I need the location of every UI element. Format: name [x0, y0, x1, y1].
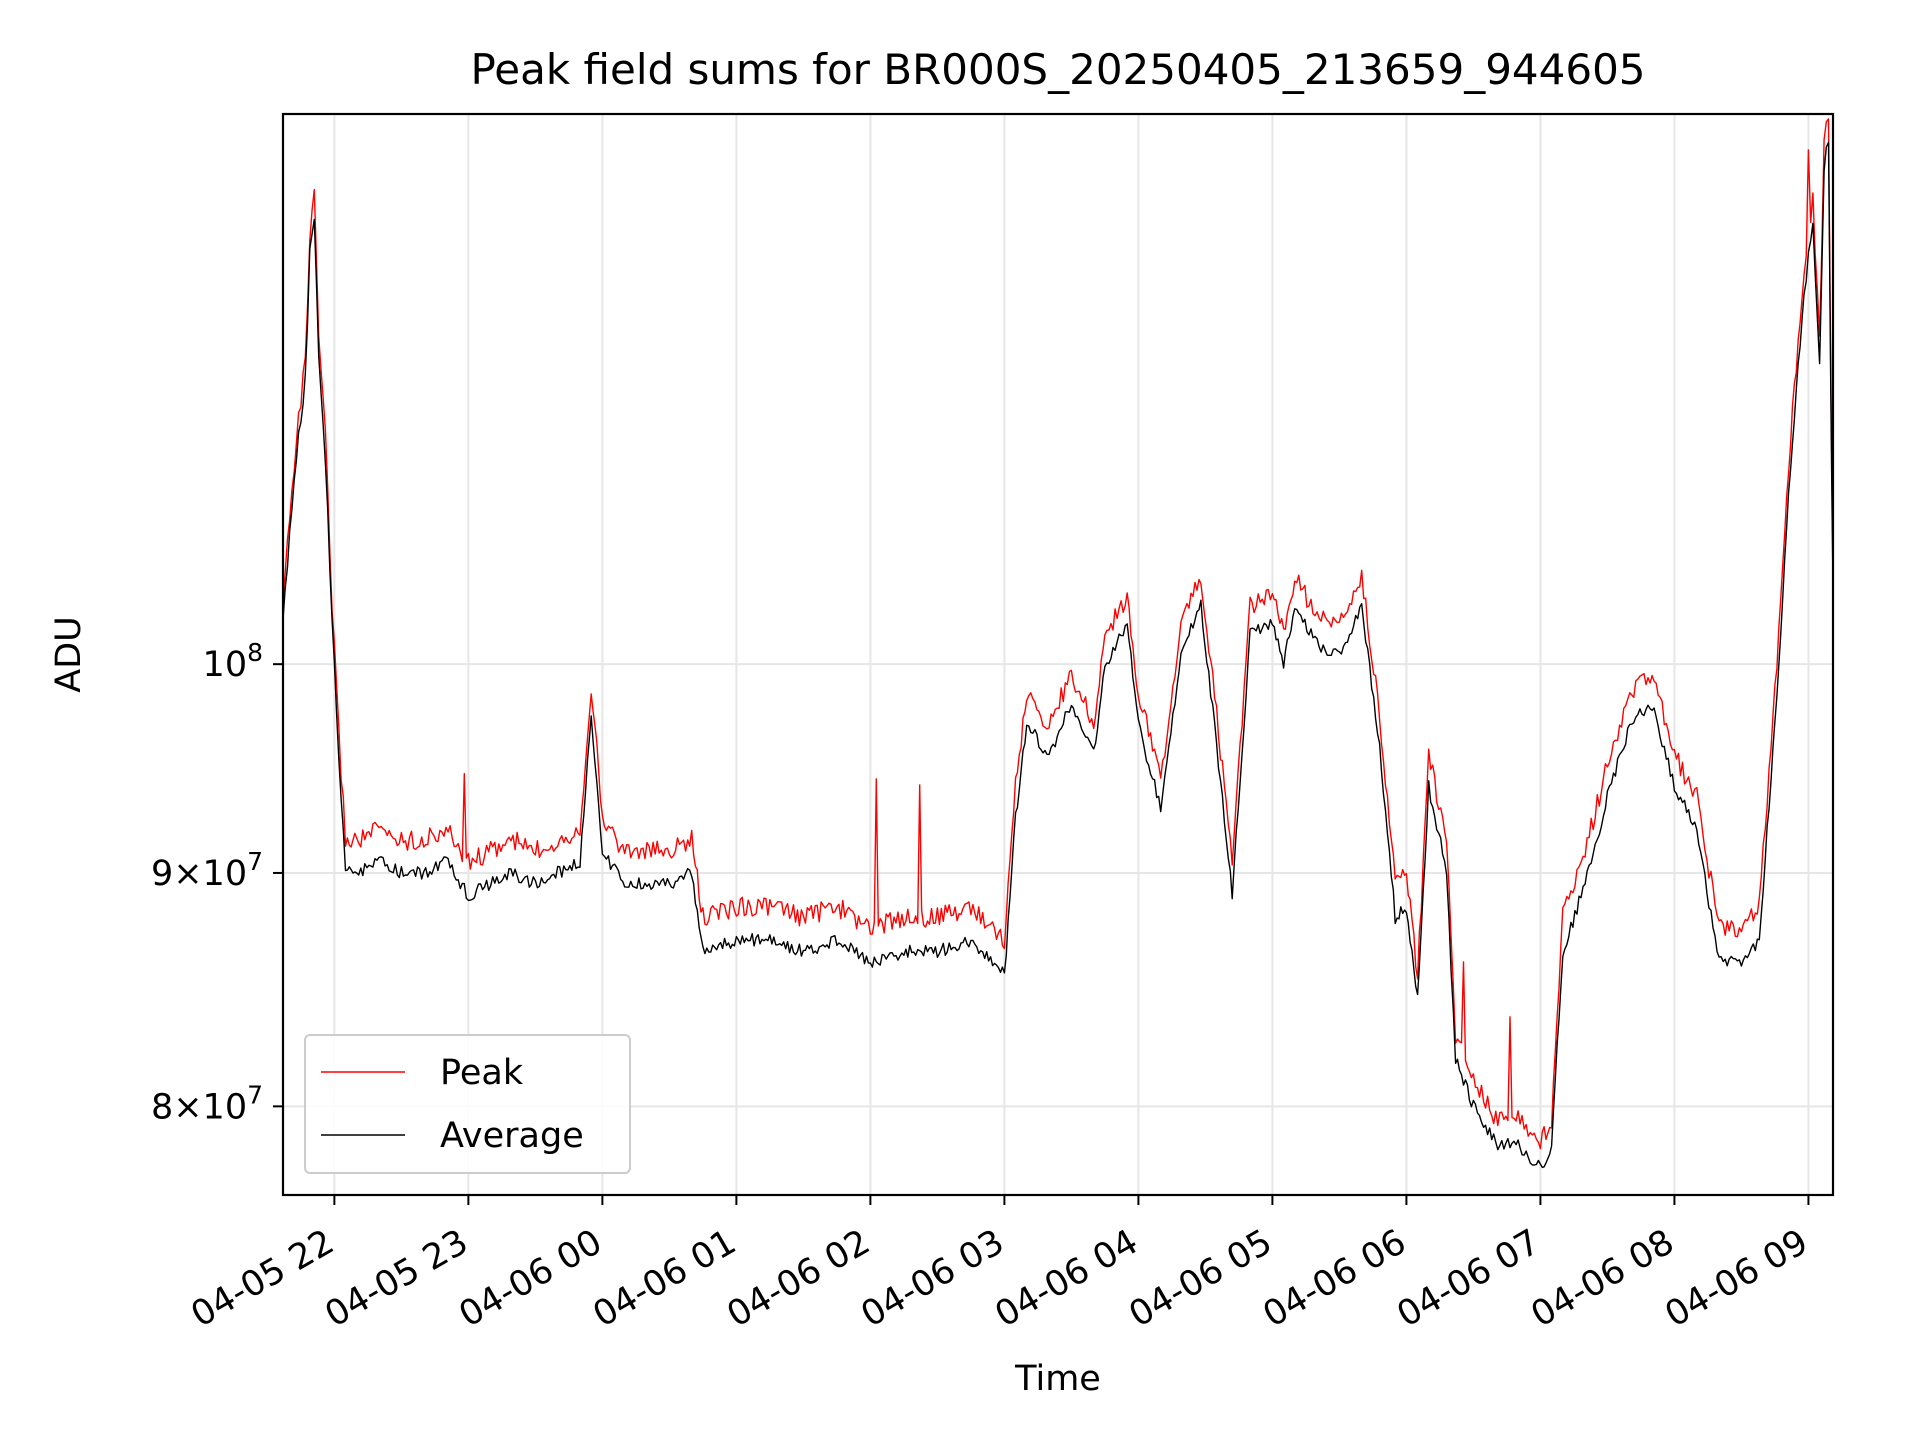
legend-box [304, 1034, 631, 1174]
legend-peak-label: Peak [440, 1053, 524, 1093]
y-tick-label: 8×107 [151, 1080, 263, 1127]
plot-frame [281, 112, 1835, 1197]
y-tick-label: 108 [203, 638, 263, 685]
legend: Peak Average [304, 1034, 631, 1174]
series-layer [282, 118, 1834, 1169]
y-axis-label: ADU [49, 616, 89, 693]
grid [283, 114, 1833, 1195]
legend-average-label: Average [440, 1116, 584, 1156]
y-axis: 8×107 9×107 108 [151, 638, 283, 1127]
series-line-average [282, 141, 1834, 1169]
chart-title: Peak field sums for BR000S_20250405_2136… [470, 45, 1645, 94]
x-axis-label: Time [1014, 1359, 1101, 1399]
series-line-peak [282, 118, 1834, 1150]
y-tick-label: 9×107 [151, 847, 263, 894]
